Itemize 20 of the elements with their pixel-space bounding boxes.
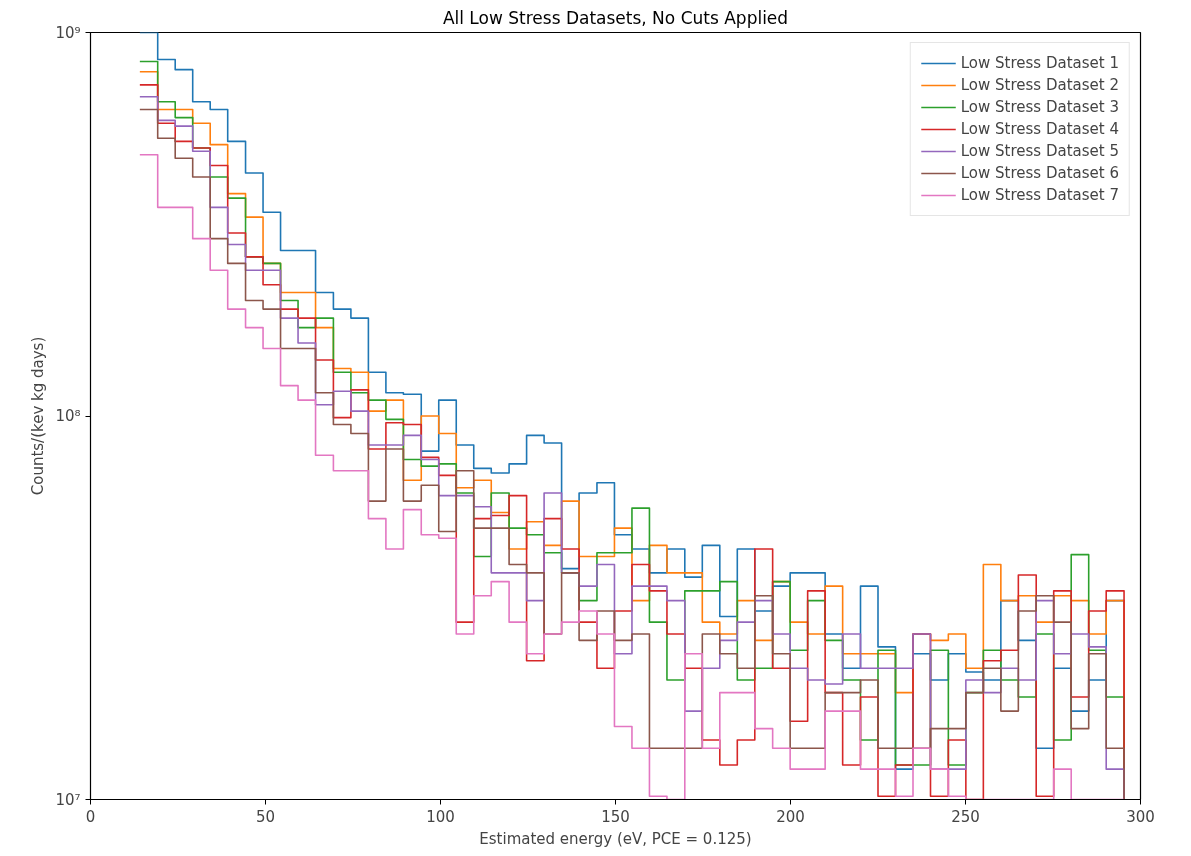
y-tick-label: 10⁹ (55, 23, 81, 42)
x-tick-label: 150 (601, 807, 630, 826)
legend-label: Low Stress Dataset 6 (960, 164, 1119, 182)
x-tick-label: 250 (951, 807, 980, 826)
legend-label: Low Stress Dataset 5 (960, 142, 1119, 160)
x-axis-title: Estimated energy (eV, PCE = 0.125) (479, 829, 752, 848)
chart-title: All Low Stress Datasets, No Cuts Applied (442, 7, 789, 28)
x-tick-label: 300 (1126, 807, 1155, 826)
y-axis-title: Counts/(kev kg days) (29, 336, 48, 496)
legend-label: Low Stress Dataset 3 (960, 98, 1119, 116)
x-tick-label: 200 (776, 807, 805, 826)
y-tick-label: 10⁷ (55, 790, 81, 809)
legend-label: Low Stress Dataset 1 (960, 54, 1119, 72)
legend-label: Low Stress Dataset 4 (960, 120, 1119, 138)
x-tick-label: 0 (85, 807, 96, 826)
legend-label: Low Stress Dataset 7 (960, 186, 1119, 204)
y-tick-label: 10⁸ (55, 407, 81, 425)
legend-label: Low Stress Dataset 2 (960, 76, 1119, 94)
x-tick-label: 50 (255, 807, 276, 826)
x-tick-label: 100 (426, 807, 455, 826)
